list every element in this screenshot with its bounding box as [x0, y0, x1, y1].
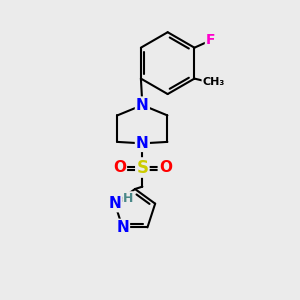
Text: H: H: [123, 192, 133, 205]
Text: F: F: [206, 33, 215, 47]
Text: CH₃: CH₃: [202, 76, 225, 86]
Text: O: O: [159, 160, 172, 175]
Text: N: N: [116, 220, 129, 235]
Text: N: N: [109, 196, 121, 211]
Text: N: N: [136, 98, 149, 112]
Text: N: N: [136, 136, 149, 151]
Text: O: O: [113, 160, 126, 175]
Text: S: S: [136, 158, 148, 176]
